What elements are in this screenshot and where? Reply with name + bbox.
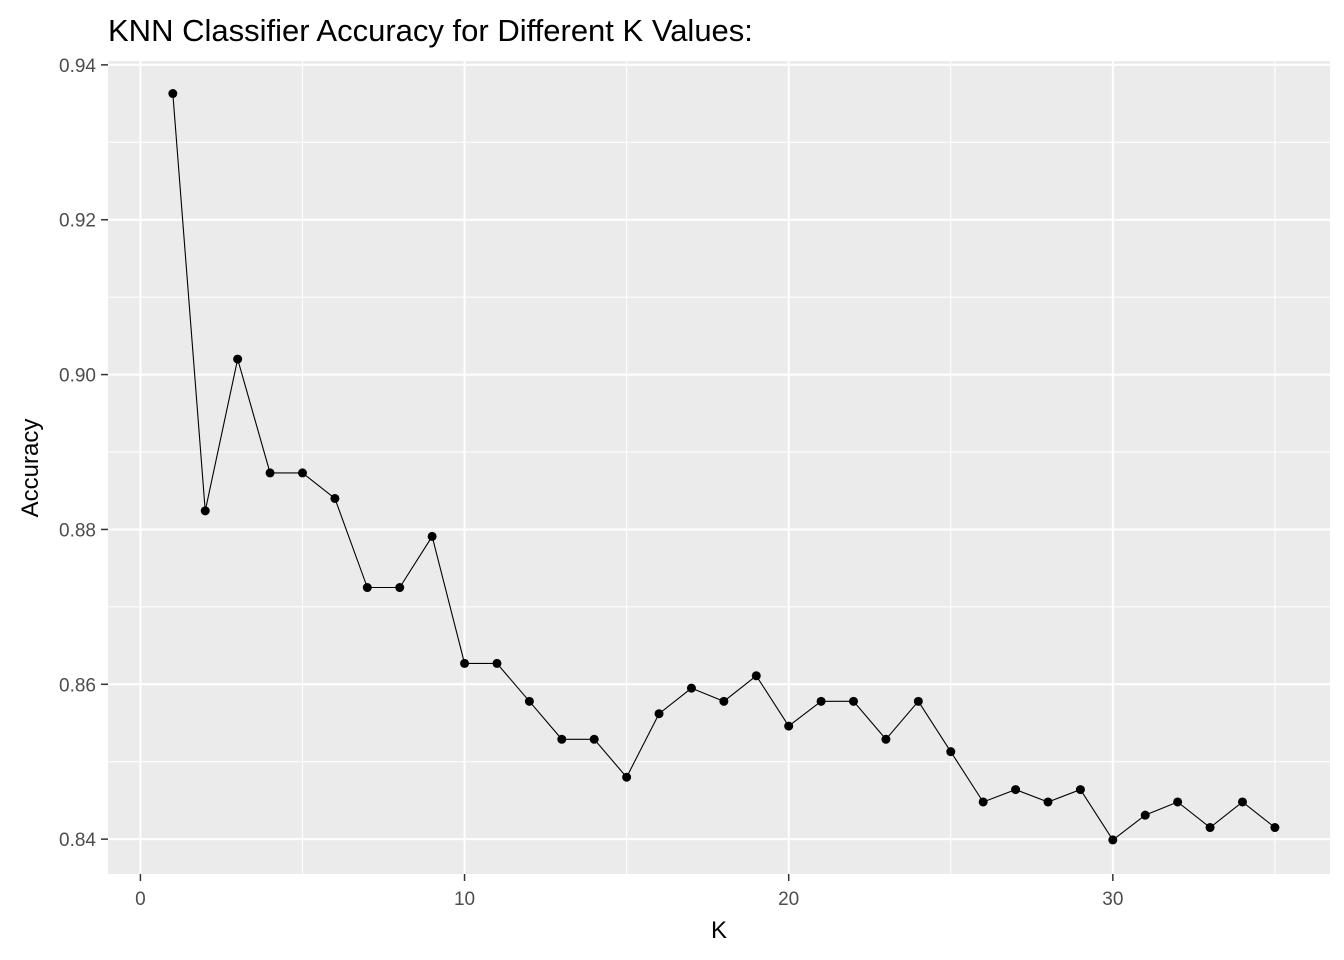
data-point (492, 658, 502, 668)
data-point (913, 696, 923, 706)
data-point (589, 734, 599, 744)
x-tick-labels: 0 10 20 30 (135, 889, 1123, 910)
data-point (524, 696, 534, 706)
chart-title: KNN Classifier Accuracy for Different K … (108, 13, 753, 48)
data-point (297, 468, 307, 478)
data-point (654, 709, 664, 719)
data-point (1075, 785, 1085, 795)
data-point (622, 772, 632, 782)
data-point (1140, 810, 1150, 820)
data-point (362, 583, 372, 593)
x-tick-label: 20 (778, 889, 799, 910)
data-point (1205, 823, 1215, 833)
data-point (816, 696, 826, 706)
y-tick-label: 0.88 (59, 520, 96, 541)
x-tick-label: 30 (1102, 889, 1123, 910)
data-point (330, 493, 340, 503)
plot-panel (108, 61, 1330, 874)
x-tick-label: 0 (135, 889, 146, 910)
data-point (427, 531, 437, 541)
series-layer (168, 89, 1280, 845)
data-point (1108, 835, 1118, 845)
data-point (200, 506, 210, 516)
data-point (1173, 797, 1183, 807)
x-tick-label: 10 (454, 889, 475, 910)
data-point (946, 747, 956, 757)
data-point (1011, 785, 1021, 795)
data-point (1043, 797, 1053, 807)
data-point (751, 671, 761, 681)
data-point (849, 696, 859, 706)
data-point (978, 797, 988, 807)
y-tick-label: 0.94 (59, 56, 96, 77)
data-point (1270, 823, 1280, 833)
y-tick-label: 0.86 (59, 675, 96, 696)
y-tick-label: 0.90 (59, 366, 96, 387)
data-point (233, 354, 243, 364)
axis-ticks (101, 64, 1114, 881)
data-point (265, 468, 275, 478)
y-tick-labels: 0.84 0.86 0.88 0.90 0.92 0.94 (59, 56, 96, 851)
data-point (784, 721, 794, 731)
data-point (1237, 797, 1247, 807)
y-tick-label: 0.84 (59, 830, 96, 851)
y-tick-label: 0.92 (59, 211, 96, 232)
data-point (557, 734, 567, 744)
data-point (460, 658, 470, 668)
data-point (881, 734, 891, 744)
data-point (395, 583, 405, 593)
y-axis-title: Accuracy (17, 419, 44, 518)
data-point (719, 696, 729, 706)
data-point (168, 89, 178, 99)
minor-grid (108, 61, 1330, 874)
x-axis-title: K (711, 917, 727, 944)
major-grid (108, 61, 1330, 874)
data-point (686, 683, 696, 693)
